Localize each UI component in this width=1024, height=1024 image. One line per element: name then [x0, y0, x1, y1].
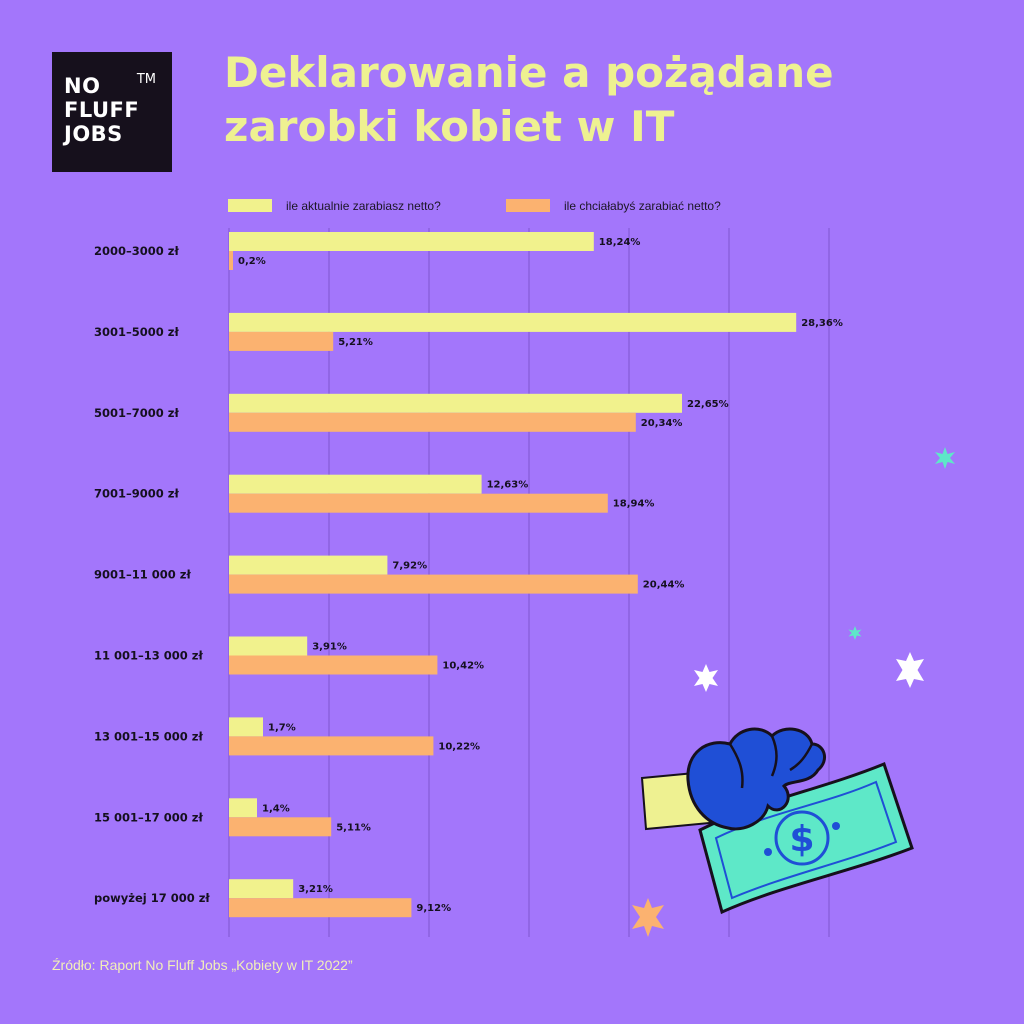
sparkle-white-right-icon [896, 652, 924, 688]
banknote-dot-right [832, 822, 840, 830]
data-label: 22,65% [687, 399, 729, 410]
legend-label-current: ile aktualnie zarabiasz netto? [286, 198, 441, 213]
category-label: 15 001–17 000 zł [94, 810, 203, 824]
category-label: 11 001–13 000 zł [94, 649, 203, 663]
source-note: Źródło: Raport No Fluff Jobs „Kobiety w … [52, 957, 353, 973]
blue-glove-hand-icon [686, 727, 827, 831]
hand-with-money-illustration: $ [640, 727, 914, 915]
title-line-2: zarobki kobiet w IT [224, 102, 675, 151]
legend-item-desired: ile chciałabyś zarabiać netto? [506, 198, 721, 213]
glove-finger-lines [728, 735, 814, 789]
category-label: powyżej 17 000 zł [94, 891, 210, 905]
bar-current [229, 717, 263, 737]
data-label: 3,91% [312, 642, 347, 653]
no-fluff-jobs-logo: NO FLUFF JOBS TM [52, 52, 172, 172]
data-label: 0,2% [238, 256, 266, 267]
chart-bars [229, 232, 797, 918]
bar-desired [229, 412, 636, 432]
sparkle-white-left-icon [694, 664, 718, 692]
category-label: 3001–5000 zł [94, 325, 179, 339]
chart-labels: 2000–3000 zł 18,24% 0,2% 3001–5000 zł 28,36%… [94, 237, 843, 914]
legend-label-desired: ile chciałabyś zarabiać netto? [564, 198, 721, 213]
logo-line-3: JOBS [64, 122, 123, 146]
data-label: 18,94% [613, 499, 655, 510]
legend-swatch-current [228, 199, 272, 213]
bar-current [229, 232, 594, 251]
dollar-sign-icon: $ [789, 819, 814, 860]
bar-current [229, 555, 388, 575]
bar-desired [229, 898, 412, 918]
bar-desired [229, 655, 438, 675]
data-label: 1,7% [268, 722, 296, 733]
data-label: 18,24% [599, 237, 641, 248]
data-label: 1,4% [262, 803, 290, 814]
data-label: 9,12% [416, 903, 451, 914]
page-title: Deklarowanie a pożądane zarobki kobiet w… [224, 46, 924, 154]
bar-current [229, 798, 257, 818]
category-label: 7001–9000 zł [94, 487, 179, 501]
sparkle-teal-small-icon [848, 626, 862, 640]
logo-line-1: NO [64, 74, 101, 98]
data-label: 20,44% [643, 580, 685, 591]
sparkle-teal-large-icon [935, 447, 955, 469]
legend-swatch-desired [506, 199, 550, 213]
sparkle-decoration [632, 447, 955, 937]
data-label: 20,34% [641, 418, 683, 429]
category-label: 13 001–15 000 zł [94, 729, 203, 743]
bar-current [229, 879, 294, 899]
bar-current [229, 393, 682, 413]
banknote-dot-left [764, 848, 772, 856]
data-label: 7,92% [392, 561, 427, 572]
bar-current [229, 474, 482, 494]
data-label: 3,21% [298, 884, 333, 895]
bar-desired [229, 493, 608, 513]
category-label: 2000–3000 zł [94, 244, 179, 258]
banknote-medallion [774, 810, 830, 866]
sparkle-orange-icon [632, 898, 664, 937]
bar-current [229, 636, 308, 656]
logo-trademark: TM [136, 72, 156, 87]
banknote-inner-border [714, 780, 898, 900]
bar-desired [229, 817, 332, 837]
data-label: 5,11% [336, 822, 371, 833]
bar-desired [229, 251, 233, 270]
legend-item-current: ile aktualnie zarabiasz netto? [228, 198, 441, 213]
bar-desired [229, 331, 334, 351]
data-label: 10,22% [438, 741, 480, 752]
bar-current [229, 312, 797, 332]
category-label: 9001–11 000 zł [94, 568, 191, 582]
bar-desired [229, 736, 434, 756]
logo-line-2: FLUFF [64, 98, 140, 122]
category-label: 5001–7000 zł [94, 406, 179, 420]
data-label: 10,42% [442, 661, 484, 672]
data-label: 12,63% [487, 480, 529, 491]
bar-desired [229, 574, 638, 594]
data-label: 5,21% [338, 337, 373, 348]
data-label: 28,36% [801, 318, 843, 329]
title-line-1: Deklarowanie a pożądane [224, 48, 834, 97]
